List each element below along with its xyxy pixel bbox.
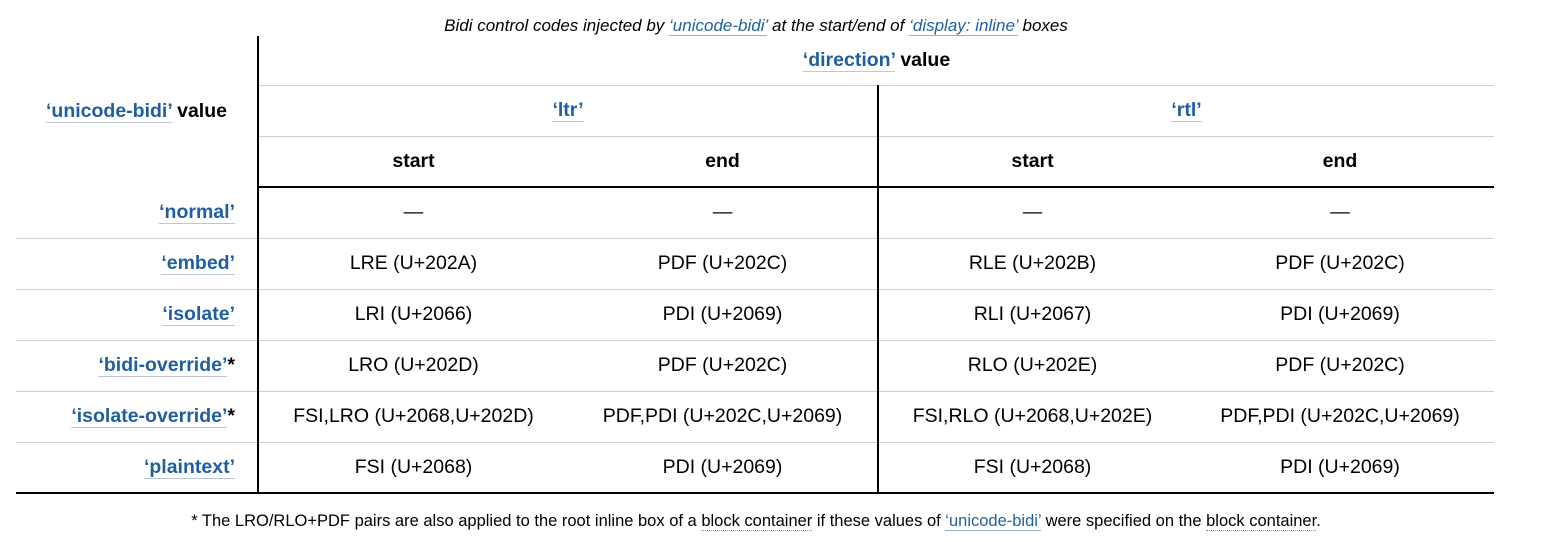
header-row-direction: ‘unicode-bidi’ value ‘direction’ value — [16, 36, 1494, 187]
row-label-link[interactable]: ‘bidi-override’ — [98, 354, 228, 377]
row-label-link[interactable]: ‘embed’ — [161, 252, 235, 275]
row-label-star: * — [227, 405, 235, 427]
table-cell: PDF (U+202C) — [1186, 238, 1494, 290]
row-label-star: * — [227, 354, 235, 376]
table-cell: PDF (U+202C) — [568, 238, 879, 290]
table-cell: LRO (U+202D) — [258, 340, 568, 392]
table-cell: FSI,LRO (U+2068,U+202D) — [258, 391, 568, 443]
table-cell: LRI (U+2066) — [258, 289, 568, 341]
note-unicode-bidi-link[interactable]: ‘unicode-bidi’ — [945, 512, 1041, 531]
table-cell: — — [258, 187, 568, 239]
ltr-link[interactable]: ‘ltr’ — [552, 99, 584, 122]
table-cell: PDF,PDI (U+202C,U+2069) — [1186, 391, 1494, 443]
note-prefix: * The LRO/RLO+PDF pairs are also applied… — [191, 512, 702, 530]
note-middle: if these values of — [812, 512, 946, 530]
rtl-end-header: end — [1186, 136, 1494, 188]
table-cell: — — [878, 187, 1186, 239]
note-suffix: . — [1316, 512, 1321, 530]
rtl-start-header: start — [878, 136, 1186, 188]
header-row-ltr-rtl: ‘ltr’ ‘rtl’ — [16, 85, 1494, 137]
table-row: ‘plaintext’ FSI (U+2068) PDI (U+2069) FS… — [16, 442, 1494, 494]
header-row-start-end: start end start end — [16, 136, 1494, 188]
table-row: ‘normal’ — — — — — [16, 187, 1494, 239]
ltr-start-header: start — [258, 136, 568, 188]
caption-prefix: Bidi control codes injected by — [444, 16, 670, 35]
table-cell: PDI (U+2069) — [568, 289, 879, 341]
table-row: ‘bidi-override’* LRO (U+202D) PDF (U+202… — [16, 340, 1494, 392]
ltr-end-header: end — [568, 136, 879, 188]
table-row: ‘embed’ LRE (U+202A) PDF (U+202C) RLE (U… — [16, 238, 1494, 290]
rtl-link[interactable]: ‘rtl’ — [1171, 99, 1202, 122]
table-cell: PDF (U+202C) — [1186, 340, 1494, 392]
table-caption: Bidi control codes injected by ‘unicode-… — [0, 14, 1512, 38]
table-cell: FSI,RLO (U+2068,U+202E) — [878, 391, 1186, 443]
caption-suffix: boxes — [1017, 16, 1068, 35]
row-label-link[interactable]: ‘plaintext’ — [143, 455, 235, 479]
table-cell: PDI (U+2069) — [568, 442, 879, 494]
table-cell: PDI (U+2069) — [1186, 442, 1494, 494]
row-label: ‘isolate’ — [16, 289, 259, 341]
row-label-link[interactable]: ‘isolate-override’ — [71, 405, 228, 428]
row-label: ‘isolate-override’* — [16, 391, 259, 443]
table-cell: PDF (U+202C) — [568, 340, 879, 392]
caption-middle: at the start/end of — [767, 16, 910, 35]
table-cell: PDF,PDI (U+202C,U+2069) — [568, 391, 879, 443]
table-cell: LRE (U+202A) — [258, 238, 568, 290]
table-row: ‘isolate’ LRI (U+2066) PDI (U+2069) RLI … — [16, 289, 1494, 341]
caption-display-inline-link[interactable]: ‘display: inline’ — [909, 16, 1018, 36]
row-label: ‘bidi-override’* — [16, 340, 259, 392]
header-direction-link[interactable]: ‘direction’ — [802, 48, 895, 72]
row-label-link[interactable]: ‘normal’ — [159, 200, 235, 224]
bidi-control-codes-table: ‘unicode-bidi’ value ‘direction’ value ‘… — [16, 36, 1494, 494]
rtl-header: ‘rtl’ — [878, 85, 1494, 137]
table-footnote: * The LRO/RLO+PDF pairs are also applied… — [0, 509, 1512, 533]
table-cell: — — [1186, 187, 1494, 239]
row-label: ‘embed’ — [16, 238, 259, 290]
header-unicode-bidi-suffix: value — [171, 100, 227, 122]
table-cell: PDI (U+2069) — [1186, 289, 1494, 341]
header-direction-suffix: value — [894, 48, 951, 71]
row-label: ‘normal’ — [16, 187, 259, 239]
table-row: ‘isolate-override’* FSI,LRO (U+2068,U+20… — [16, 391, 1494, 443]
row-label-link[interactable]: ‘isolate’ — [162, 303, 235, 326]
unicode-bidi-value-header: ‘unicode-bidi’ value — [16, 36, 259, 187]
table-cell: RLO (U+202E) — [878, 340, 1186, 392]
direction-value-header: ‘direction’ value — [258, 36, 1494, 86]
header-unicode-bidi-link[interactable]: ‘unicode-bidi’ — [46, 100, 172, 123]
block-container-term-link[interactable]: block container — [701, 512, 813, 531]
block-container-term-link-2[interactable]: block container — [1206, 512, 1317, 531]
table-cell: — — [568, 187, 879, 239]
table-cell: RLE (U+202B) — [878, 238, 1186, 290]
table-cell: FSI (U+2068) — [878, 442, 1186, 494]
ltr-header: ‘ltr’ — [258, 85, 879, 137]
row-label: ‘plaintext’ — [16, 442, 259, 494]
table-cell: RLI (U+2067) — [878, 289, 1186, 341]
caption-unicode-bidi-link[interactable]: ‘unicode-bidi’ — [669, 16, 768, 36]
note-middle2: were specified on the — [1041, 512, 1207, 530]
table-cell: FSI (U+2068) — [258, 442, 568, 494]
